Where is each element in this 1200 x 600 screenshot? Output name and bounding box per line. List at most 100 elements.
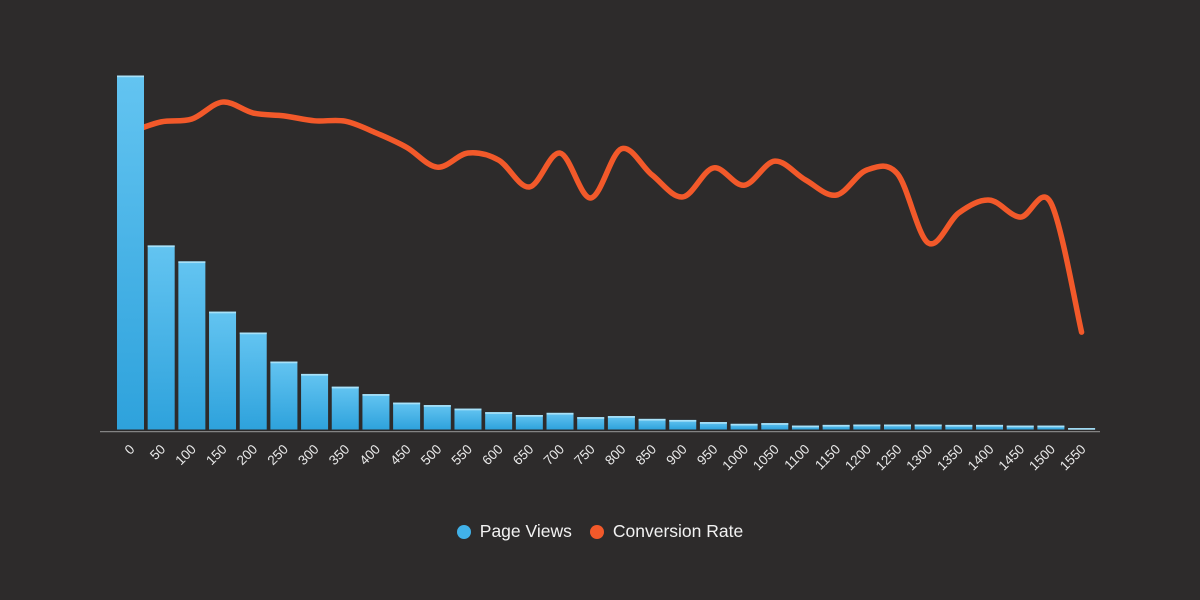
- x-axis-label-650: 650: [510, 442, 537, 469]
- legend-label-conversion-rate: Conversion Rate: [612, 521, 744, 541]
- x-axis-label-1500: 1500: [1026, 442, 1058, 474]
- x-axis-label-750: 750: [571, 442, 598, 469]
- bar-top-highlight: [914, 424, 942, 427]
- page-views-swatch-icon: [456, 524, 471, 539]
- bar-top-highlight: [853, 424, 881, 427]
- bar-top-highlight: [638, 418, 666, 421]
- bar-top-highlight: [301, 373, 329, 376]
- legend-item-conversion-rate[interactable]: Conversion Rate: [589, 521, 744, 541]
- bar-page-views-600[interactable]: [485, 412, 513, 430]
- bar-top-highlight: [1006, 425, 1034, 428]
- x-axis-label-500: 500: [418, 442, 445, 469]
- bar-page-views-800[interactable]: [607, 416, 635, 430]
- x-axis-label-1550: 1550: [1057, 442, 1089, 474]
- x-axis-label-600: 600: [479, 442, 506, 469]
- bar-page-views-950[interactable]: [699, 422, 727, 430]
- bar-top-highlight: [270, 361, 298, 364]
- bar-top-highlight: [454, 408, 482, 411]
- bar-page-views-450[interactable]: [393, 402, 421, 430]
- bar-page-views-1050[interactable]: [761, 423, 789, 430]
- x-axis-label-1000: 1000: [719, 442, 751, 474]
- bar-top-highlight: [607, 416, 635, 418]
- bar-page-views-50[interactable]: [147, 245, 175, 430]
- bar-top-highlight: [577, 417, 605, 419]
- x-axis-label-700: 700: [541, 442, 568, 469]
- x-axis-label-550: 550: [449, 442, 476, 469]
- bar-page-views-850[interactable]: [638, 418, 666, 430]
- x-axis-label-1350: 1350: [934, 442, 966, 474]
- bar-page-views-900[interactable]: [669, 419, 697, 430]
- bar-top-highlight: [1068, 428, 1096, 430]
- bar-top-highlight: [730, 423, 758, 426]
- bar-top-highlight: [393, 402, 421, 405]
- bar-top-highlight: [822, 424, 850, 427]
- x-axis-label-950: 950: [694, 442, 721, 469]
- bar-page-views-750[interactable]: [577, 417, 605, 430]
- x-axis-label-1400: 1400: [965, 442, 997, 474]
- bar-page-views-1000[interactable]: [730, 423, 758, 430]
- bar-top-highlight: [362, 394, 390, 396]
- bar-page-views-1200[interactable]: [853, 424, 881, 430]
- x-axis-label-850: 850: [633, 442, 660, 469]
- bar-top-highlight: [546, 412, 574, 415]
- x-axis-label-1250: 1250: [873, 442, 905, 474]
- x-axis-label-150: 150: [203, 442, 230, 469]
- bar-top-highlight: [209, 311, 237, 314]
- legend-item-page-views[interactable]: Page Views: [456, 521, 572, 541]
- bar-top-highlight: [976, 424, 1004, 427]
- x-axis-label-200: 200: [234, 442, 261, 469]
- x-axis-label-300: 300: [295, 442, 322, 469]
- legend-label-page-views: Page Views: [479, 521, 572, 541]
- bar-top-highlight: [761, 423, 789, 425]
- bar-page-views-250[interactable]: [270, 361, 298, 430]
- bar-top-highlight: [178, 261, 206, 264]
- x-axis-label-1150: 1150: [812, 442, 843, 473]
- bar-top-highlight: [945, 424, 973, 427]
- bar-page-views-1250[interactable]: [884, 424, 911, 430]
- bar-top-highlight: [669, 419, 697, 422]
- x-axis-label-350: 350: [326, 442, 353, 469]
- bar-page-views-700[interactable]: [546, 412, 574, 430]
- bar-page-views-1150[interactable]: [822, 424, 850, 430]
- x-axis-label-1200: 1200: [842, 442, 874, 474]
- bar-page-views-1300[interactable]: [914, 424, 942, 430]
- bar-page-views-1450[interactable]: [1006, 425, 1034, 430]
- bar-page-views-200[interactable]: [239, 332, 267, 430]
- bar-top-highlight: [117, 75, 144, 78]
- bar-page-views-1350[interactable]: [945, 424, 973, 430]
- bar-page-views-1500[interactable]: [1037, 425, 1065, 430]
- bar-top-highlight: [485, 412, 513, 414]
- x-axis-label-1450: 1450: [995, 442, 1027, 474]
- x-axis-label-1100: 1100: [781, 442, 812, 473]
- x-axis-label-50: 50: [147, 442, 168, 463]
- bar-page-views-150[interactable]: [209, 311, 237, 430]
- conversion-rate-swatch-icon: [589, 524, 604, 539]
- bar-top-highlight: [147, 245, 175, 248]
- x-axis-label-1050: 1050: [750, 442, 782, 474]
- bar-page-views-1400[interactable]: [976, 424, 1004, 430]
- x-axis-label-400: 400: [357, 442, 384, 469]
- bar-top-highlight: [791, 425, 819, 428]
- bar-page-views-400[interactable]: [362, 394, 390, 430]
- bar-page-views-550[interactable]: [454, 408, 482, 430]
- bar-page-views-1100[interactable]: [791, 425, 819, 430]
- bar-page-views-350[interactable]: [331, 386, 359, 430]
- conversion-rate-line[interactable]: [127, 99, 1085, 335]
- x-axis-label-100: 100: [172, 442, 199, 469]
- x-axis-label-450: 450: [387, 442, 414, 469]
- bar-top-highlight: [423, 405, 451, 407]
- chart-legend: Page Views Conversion Rate: [0, 521, 1200, 541]
- bar-top-highlight: [1037, 425, 1065, 428]
- bar-page-views-650[interactable]: [515, 414, 543, 430]
- bar-top-highlight: [239, 332, 267, 335]
- bar-top-highlight: [699, 422, 727, 424]
- x-axis-label-1300: 1300: [903, 442, 935, 474]
- bar-page-views-100[interactable]: [178, 261, 206, 430]
- bar-top-highlight: [515, 414, 543, 417]
- bar-page-views-0[interactable]: [117, 75, 144, 430]
- bar-page-views-300[interactable]: [301, 373, 329, 430]
- bar-page-views-500[interactable]: [423, 405, 451, 430]
